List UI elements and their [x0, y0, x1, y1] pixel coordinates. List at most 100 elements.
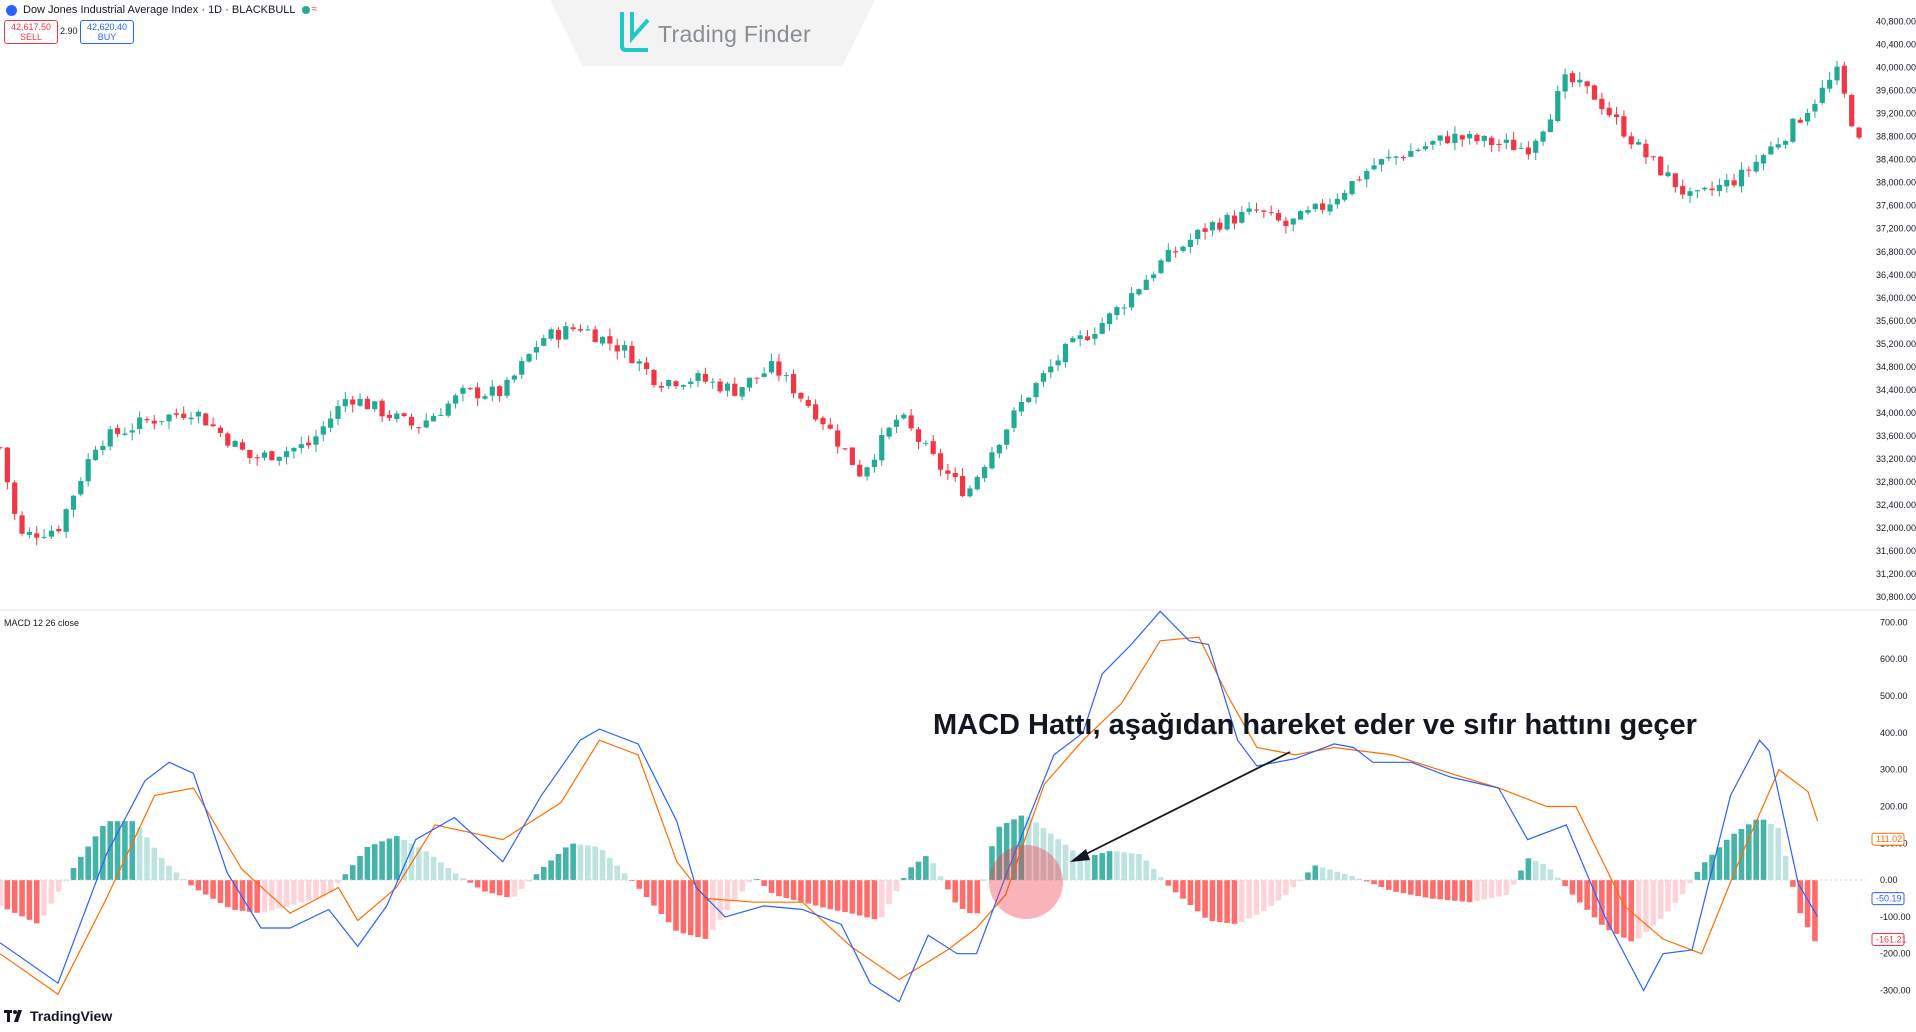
candle: [0, 446, 3, 450]
candle: [1217, 217, 1223, 233]
macd-value-label: -50.19: [1871, 892, 1905, 906]
candle: [401, 412, 407, 418]
candle: [56, 525, 62, 534]
histogram-bar: [1319, 867, 1326, 881]
buy-button[interactable]: 42,620.40 BUY: [80, 20, 134, 44]
histogram-bar: [629, 880, 635, 881]
histogram-bar: [746, 880, 753, 883]
price-axis-tick: 33,600.00: [1876, 431, 1916, 441]
price-axis-tick: 34,000.00: [1876, 408, 1916, 418]
candle: [489, 380, 495, 402]
histogram-bar: [371, 844, 378, 881]
candle: [577, 324, 584, 333]
candle: [1782, 139, 1789, 149]
candle: [1099, 317, 1105, 335]
histogram-bar: [1070, 850, 1076, 881]
candle: [1643, 139, 1649, 164]
candle: [1511, 131, 1517, 151]
histogram-bar: [55, 880, 62, 892]
data-status-icon: ≈: [311, 4, 318, 15]
symbol-title[interactable]: Dow Jones Industrial Average Index · 1D …: [23, 4, 296, 16]
candle: [871, 453, 878, 473]
histogram-bar: [188, 880, 194, 886]
histogram-bar: [1040, 827, 1047, 881]
histogram-bar: [680, 880, 687, 934]
histogram-bar: [871, 880, 878, 920]
candle: [1136, 288, 1142, 296]
candle: [842, 448, 848, 451]
candle: [1775, 137, 1781, 150]
macd-histogram: [0, 815, 1818, 942]
histogram-bar: [643, 880, 650, 898]
candle: [1224, 212, 1230, 231]
candle: [1540, 130, 1546, 146]
histogram-bar: [305, 880, 312, 901]
candle: [1569, 71, 1576, 87]
histogram-bar: [85, 846, 91, 881]
histogram-bar: [276, 880, 283, 909]
candle: [19, 511, 25, 536]
histogram-bar: [48, 880, 55, 904]
tradingview-label: TradingView: [30, 1008, 113, 1024]
candle: [1209, 220, 1216, 237]
histogram-bar: [1275, 880, 1282, 901]
histogram-bar: [0, 880, 3, 906]
candle: [680, 384, 686, 391]
candle: [1474, 133, 1480, 145]
candle: [1496, 139, 1502, 152]
candle: [974, 474, 980, 491]
candle: [1305, 206, 1311, 216]
candle: [563, 321, 569, 340]
candle: [768, 353, 775, 375]
histogram-bar: [1393, 880, 1399, 892]
candle: [1349, 180, 1355, 196]
histogram-bar: [1003, 823, 1010, 881]
histogram-bar: [790, 880, 797, 900]
candle: [416, 426, 422, 434]
histogram-bar: [1341, 873, 1348, 881]
candle: [1459, 134, 1465, 147]
histogram-bar: [1804, 880, 1811, 928]
histogram-bar: [504, 880, 510, 898]
sell-button[interactable]: 42,617.50 SELL: [4, 20, 58, 44]
histogram-bar: [820, 880, 826, 908]
histogram-bar: [974, 880, 981, 914]
candle: [952, 467, 958, 482]
histogram-bar: [100, 826, 106, 881]
candle: [386, 410, 393, 422]
histogram-bar: [981, 879, 988, 881]
candle: [614, 338, 620, 360]
histogram-bar: [1812, 880, 1818, 942]
histogram-bar: [886, 880, 892, 905]
candle: [217, 425, 224, 437]
sell-label: SELL: [19, 32, 43, 42]
histogram-bar: [1731, 833, 1737, 881]
candle: [225, 431, 231, 448]
candle: [519, 356, 525, 379]
candle: [1334, 193, 1340, 209]
candle: [1327, 198, 1333, 216]
histogram-bar: [1606, 880, 1613, 931]
macd-axis-tick: -200.00: [1880, 949, 1911, 959]
candle: [1239, 206, 1245, 224]
candle: [996, 444, 1002, 459]
annotation-arrowhead: [1070, 849, 1090, 862]
candle: [1768, 141, 1774, 155]
candle: [166, 413, 172, 430]
candle: [1738, 162, 1745, 193]
histogram-bar: [658, 880, 665, 914]
candle: [937, 448, 944, 477]
histogram-bar: [1033, 822, 1039, 881]
candle: [276, 456, 282, 466]
candle: [1650, 155, 1656, 161]
histogram-bar: [1613, 880, 1620, 934]
histogram-bar: [585, 845, 591, 881]
candle: [1577, 72, 1583, 88]
candle: [1525, 141, 1531, 160]
histogram-bar: [1334, 871, 1341, 881]
candle: [886, 426, 892, 440]
tradingview-logo[interactable]: TradingView: [4, 1008, 112, 1024]
candle: [320, 421, 326, 442]
candle: [283, 446, 290, 465]
